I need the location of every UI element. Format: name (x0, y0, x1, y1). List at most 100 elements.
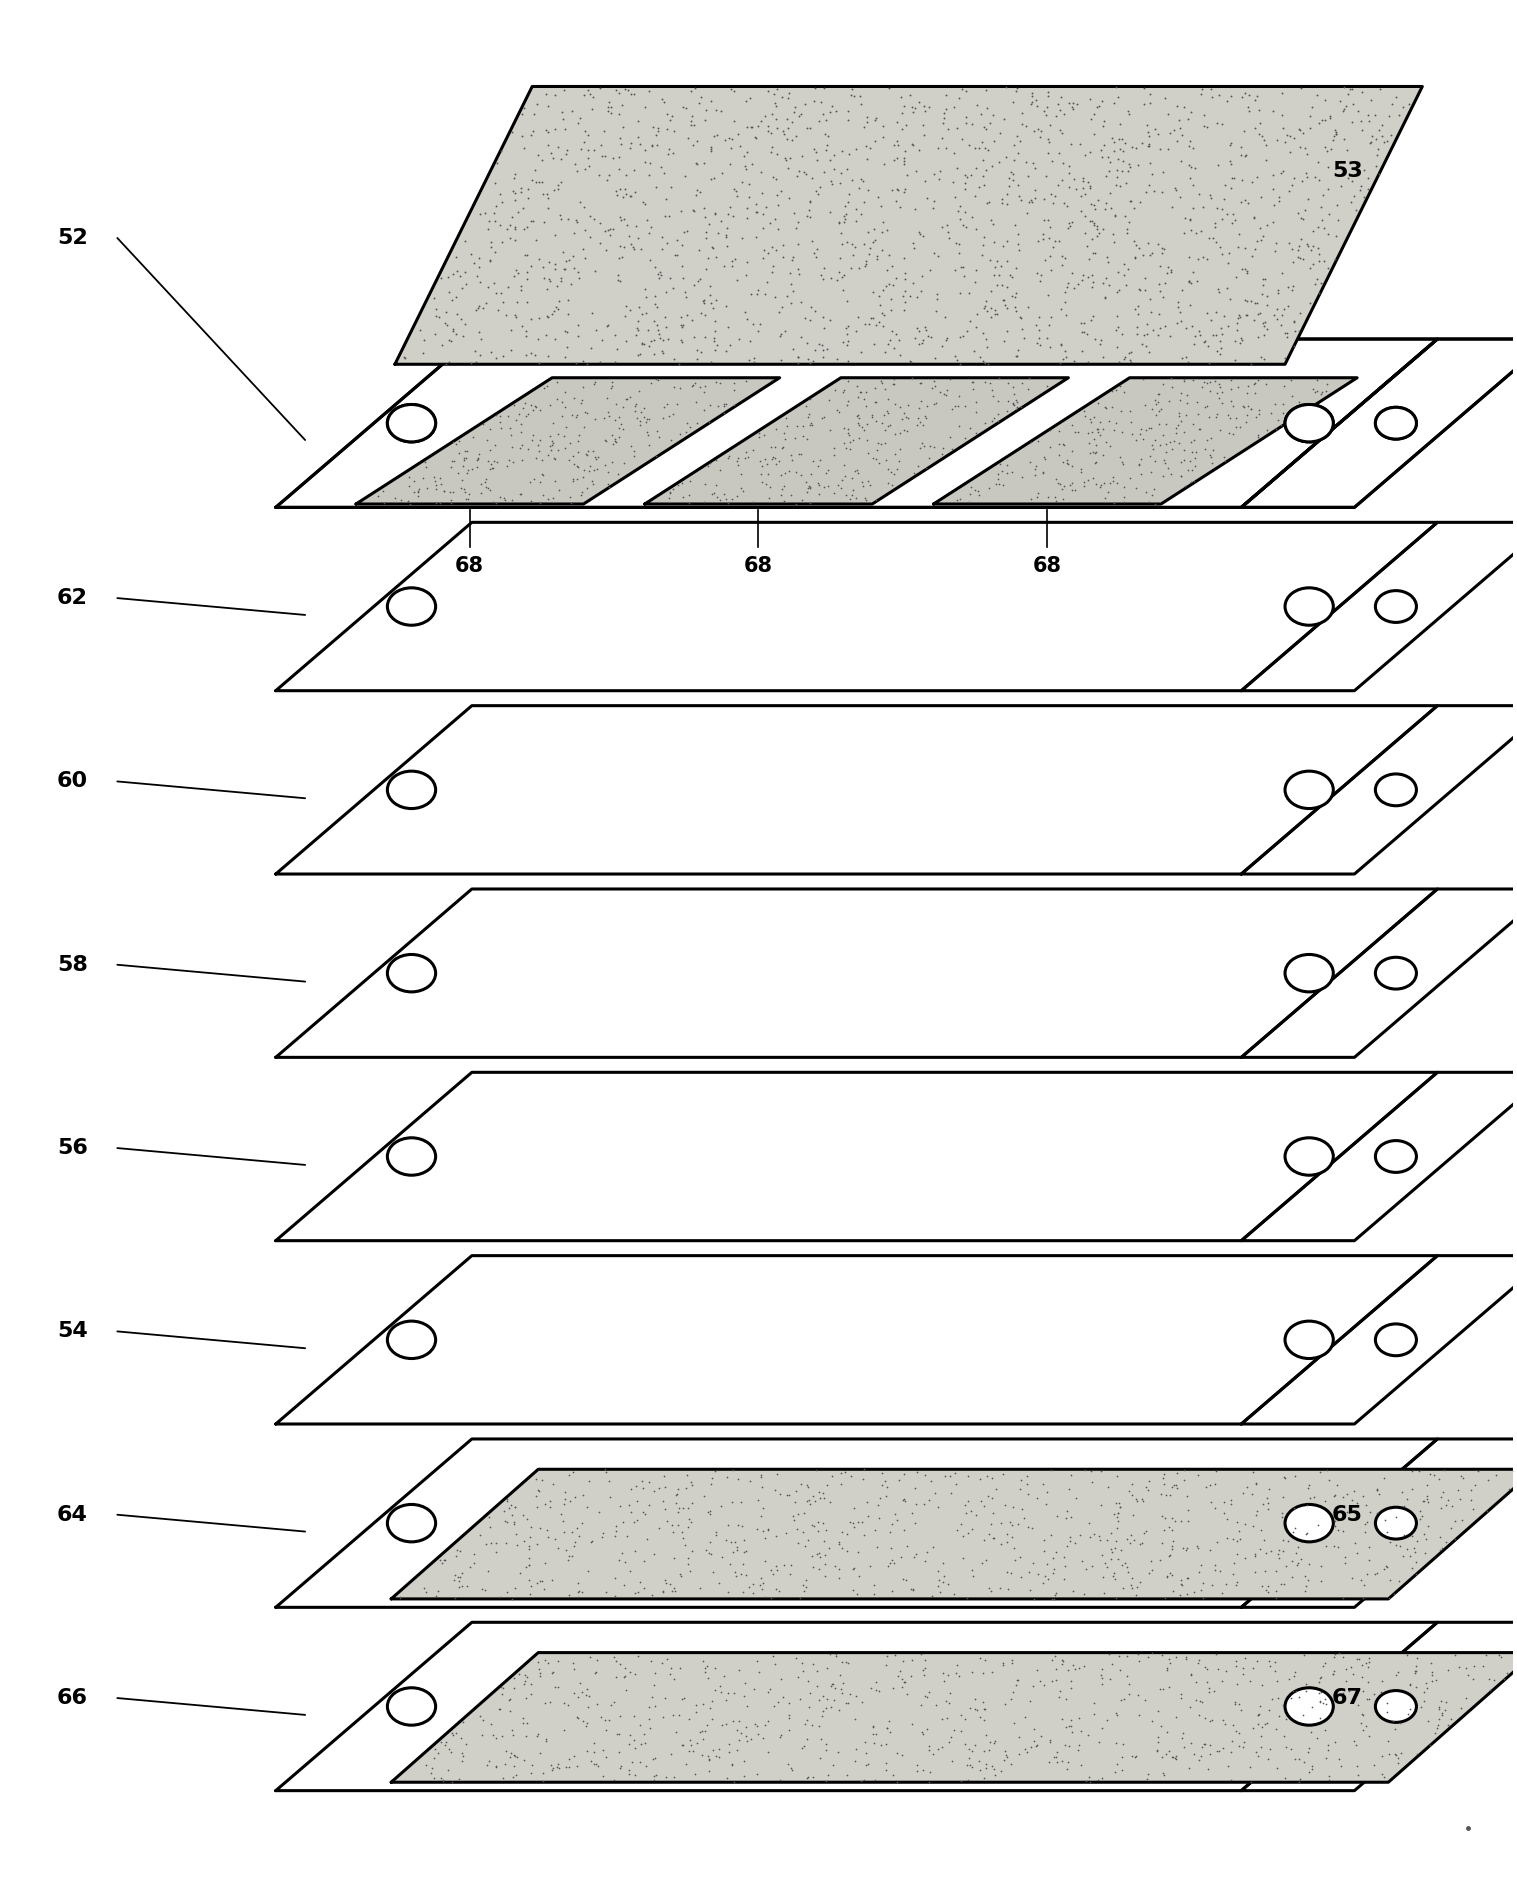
Point (722, 173, 746, 203)
Point (498, 1685, 522, 1716)
Point (514, 241, 539, 271)
Point (827, 1530, 851, 1560)
Point (725, 443, 749, 474)
Point (1394, 1640, 1418, 1670)
Point (1133, 1684, 1157, 1714)
Point (1204, 297, 1229, 327)
Point (564, 451, 589, 481)
Point (1059, 1460, 1083, 1490)
Point (884, 107, 909, 137)
Point (1038, 432, 1062, 462)
Point (1242, 368, 1267, 398)
Point (625, 1505, 649, 1535)
Point (1406, 1456, 1431, 1486)
Point (913, 312, 938, 342)
Point (1385, 1744, 1409, 1774)
Point (552, 75, 576, 105)
Point (492, 483, 516, 513)
Point (451, 321, 475, 351)
Point (684, 1697, 708, 1727)
Point (725, 451, 749, 481)
Point (610, 242, 634, 272)
Point (725, 1736, 749, 1766)
Point (985, 470, 1009, 500)
Point (892, 415, 916, 445)
Point (845, 402, 869, 432)
Point (552, 254, 576, 284)
Point (1050, 1746, 1074, 1776)
Point (991, 1650, 1015, 1680)
Point (607, 1736, 631, 1766)
Point (669, 325, 693, 355)
Point (755, 1676, 780, 1706)
Point (824, 1642, 848, 1672)
Point (619, 229, 643, 259)
Point (525, 1481, 549, 1511)
Point (1204, 1528, 1229, 1558)
Point (511, 1499, 536, 1530)
Point (743, 222, 768, 252)
Point (455, 458, 479, 489)
Point (1203, 212, 1227, 242)
Point (646, 263, 671, 293)
Point (1350, 1481, 1374, 1511)
Polygon shape (1241, 1073, 1517, 1240)
Point (934, 81, 959, 111)
Point (1106, 1700, 1130, 1731)
Point (1438, 1513, 1462, 1543)
Point (830, 261, 854, 291)
Point (1154, 1481, 1179, 1511)
Point (830, 1669, 854, 1699)
Point (1045, 468, 1069, 498)
Point (542, 1753, 566, 1783)
Point (1224, 412, 1248, 442)
Point (1004, 77, 1029, 107)
Point (1405, 1526, 1429, 1556)
Point (1252, 1524, 1276, 1554)
Point (966, 1746, 991, 1776)
Point (846, 408, 871, 438)
Point (1453, 1684, 1478, 1714)
Point (431, 477, 455, 507)
Point (780, 107, 804, 137)
Point (807, 1712, 831, 1742)
Point (616, 1522, 640, 1552)
Point (1024, 259, 1048, 289)
Point (667, 1700, 692, 1731)
Point (692, 194, 716, 224)
Point (1174, 314, 1198, 344)
Point (1074, 1554, 1098, 1584)
Point (971, 160, 995, 190)
Point (910, 1717, 934, 1747)
Point (1255, 314, 1279, 344)
Point (601, 366, 625, 396)
Point (423, 301, 448, 331)
Point (1157, 1558, 1182, 1588)
Point (487, 400, 511, 430)
Point (806, 451, 830, 481)
Point (422, 462, 446, 492)
Point (790, 1655, 815, 1685)
Point (536, 1648, 560, 1678)
Point (1192, 1702, 1217, 1732)
Point (863, 126, 887, 156)
Point (561, 464, 586, 494)
Point (1473, 1640, 1497, 1670)
Point (869, 366, 894, 396)
Point (1299, 235, 1323, 265)
Point (536, 92, 560, 122)
Point (934, 133, 959, 163)
Point (830, 1516, 854, 1546)
Point (505, 257, 529, 287)
Point (619, 1475, 643, 1505)
Point (467, 1700, 492, 1731)
Point (469, 470, 493, 500)
Point (1154, 428, 1179, 458)
Point (821, 1669, 845, 1699)
Point (514, 1552, 539, 1582)
Point (523, 391, 548, 421)
Point (806, 179, 830, 209)
Point (1063, 1483, 1088, 1513)
Point (1209, 314, 1233, 344)
Point (569, 1509, 593, 1539)
